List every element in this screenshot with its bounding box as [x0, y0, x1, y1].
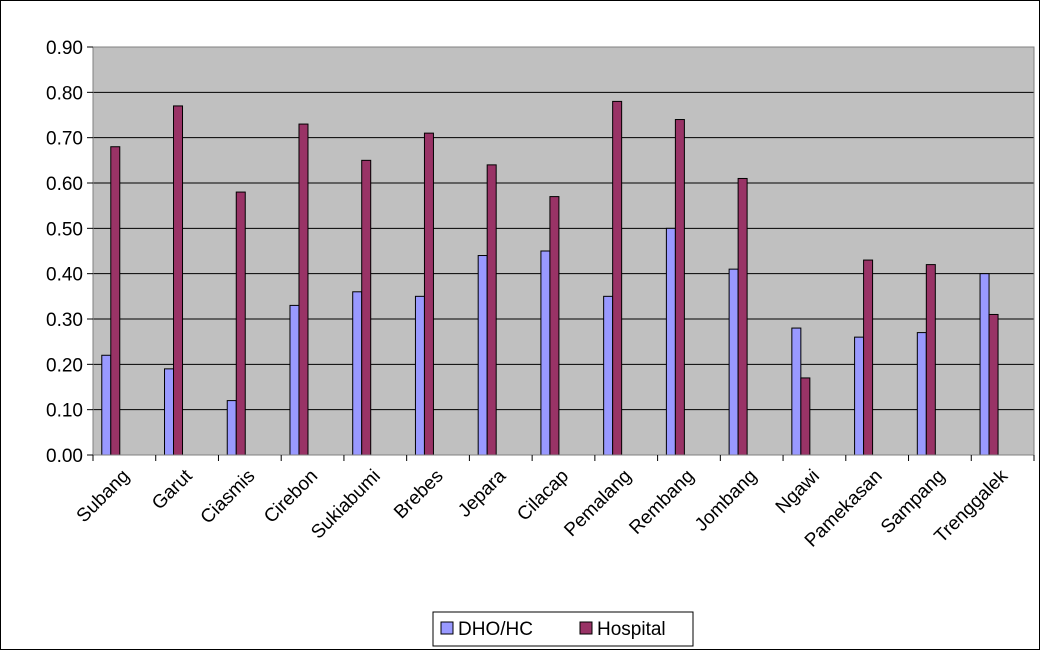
legend-box	[432, 611, 694, 647]
y-tick-label: 0.90	[46, 38, 83, 59]
bar-hospital-garut	[173, 105, 184, 456]
plot-background	[93, 47, 1034, 455]
y-tick-label: 0.80	[46, 83, 83, 104]
y-axis-ticks: 0.00 0.10 0.20 0.30 0.40 0.50 0.60 0.70 0.80 0.90	[46, 38, 93, 467]
bar-hospital-pamekasan	[863, 259, 874, 456]
bar-dho-hc-ngawi	[791, 327, 802, 456]
y-tick-label: 0.50	[46, 219, 83, 240]
y-tick-label: 0.60	[46, 174, 83, 195]
bar-hospital-sampang	[925, 264, 936, 456]
bar-dho-hc-sukiabumi	[352, 291, 363, 456]
axes	[92, 46, 1035, 456]
bar-hospital-jepara	[486, 164, 497, 456]
bar-hospital-pemalang	[612, 100, 623, 456]
bar-dho-hc-garut	[164, 368, 175, 456]
bar-dho-hc-pemalang	[603, 295, 614, 456]
bars	[101, 100, 999, 456]
y-tick-label: 0.40	[46, 265, 83, 286]
y-tick-label: 0.00	[46, 446, 83, 467]
bar-hospital-ciasmis	[235, 191, 246, 456]
legend-label: Hospital	[597, 619, 666, 640]
bar-dho-hc-cilacap	[540, 250, 551, 456]
bar-hospital-cilacap	[549, 196, 560, 456]
y-tick-label: 0.20	[46, 355, 83, 376]
y-tick-label: 0.30	[46, 310, 83, 331]
bar-hospital-subang	[110, 146, 121, 456]
legend: DHO/HC Hospital	[432, 611, 694, 647]
plot-area	[93, 47, 1034, 455]
bar-dho-hc-subang	[101, 354, 112, 456]
bar-hospital-sukiabumi	[361, 159, 372, 456]
bar-hospital-rembang	[674, 119, 685, 456]
bar-dho-hc-brebes	[414, 295, 425, 456]
plot-border	[92, 46, 1035, 456]
bar-dho-hc-jepara	[477, 255, 488, 456]
bar-hospital-cirebon	[298, 123, 309, 456]
bar-dho-hc-pamekasan	[854, 336, 865, 456]
bar-dho-hc-trenggalek	[979, 273, 990, 456]
bar-hospital-jombang	[737, 177, 748, 456]
y-tick-label: 0.10	[46, 401, 83, 422]
y-tick-label: 0.70	[46, 129, 83, 150]
bar-dho-hc-cirebon	[289, 304, 300, 456]
bar-dho-hc-sampang	[916, 332, 927, 456]
legend-label: DHO/HC	[458, 619, 533, 640]
bar-dho-hc-jombang	[728, 268, 739, 456]
bar-dho-hc-ciasmis	[226, 400, 237, 456]
legend-swatch-dho-hc	[440, 621, 454, 635]
bar-hospital-ngawi	[800, 377, 811, 456]
bar-hospital-brebes	[423, 132, 434, 456]
bar-hospital-trenggalek	[988, 313, 999, 456]
legend-swatch-hospital	[579, 621, 593, 635]
bar-dho-hc-rembang	[665, 227, 676, 456]
